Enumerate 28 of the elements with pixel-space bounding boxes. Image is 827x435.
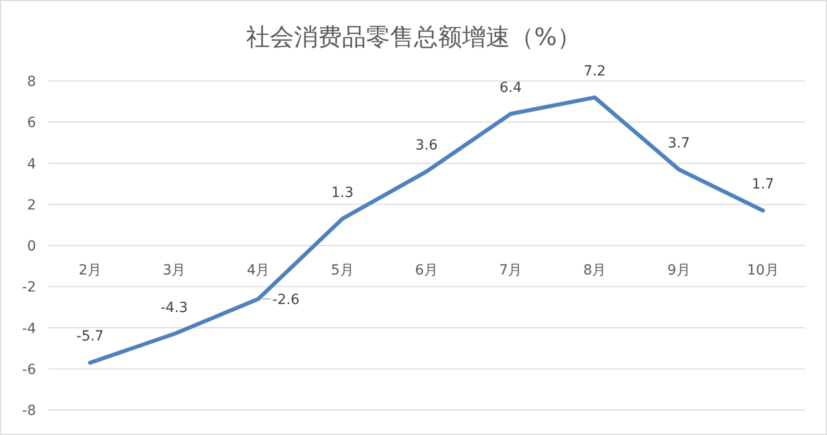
x-tick-label: 5月 [330, 262, 354, 278]
y-tick-label: 6 [27, 115, 36, 132]
data-label: -4.3 [160, 300, 188, 316]
data-label: -2.6 [272, 292, 300, 308]
data-label: -5.7 [76, 328, 104, 345]
y-tick-label: -6 [22, 362, 36, 378]
y-tick-label: -8 [22, 403, 36, 419]
x-tick-label: 3月 [162, 262, 186, 278]
y-tick-label: -2 [22, 280, 36, 296]
y-tick-label: 0 [27, 238, 36, 254]
x-tick-label: 9月 [667, 262, 690, 278]
x-tick-label: 6月 [415, 262, 438, 278]
x-tick-label: 2月 [78, 262, 102, 278]
data-label: 7.2 [584, 63, 606, 80]
data-label: 3.7 [668, 135, 690, 152]
x-tick-label: 4月 [246, 262, 270, 278]
data-label: 1.3 [331, 184, 354, 201]
chart-title: 社会消费品零售总额增速（%） [246, 23, 581, 51]
y-tick-label: 2 [27, 197, 36, 214]
data-label: 6.4 [499, 80, 522, 96]
data-label: 3.6 [415, 137, 438, 154]
x-tick-label: 8月 [583, 262, 606, 278]
y-tick-label: 4 [27, 156, 36, 172]
y-tick-label: -4 [22, 320, 36, 337]
y-tick-label: 8 [27, 74, 36, 90]
x-tick-label: 10月 [747, 262, 779, 278]
data-label: 1.7 [752, 176, 774, 193]
x-tick-label: 7月 [499, 262, 522, 278]
